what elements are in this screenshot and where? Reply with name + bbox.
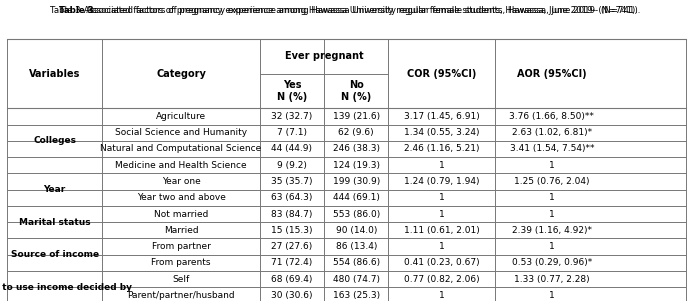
Text: Yes: Yes: [283, 80, 301, 90]
Text: 246 (38.3): 246 (38.3): [332, 144, 380, 154]
Text: 30 (30.6): 30 (30.6): [271, 291, 313, 300]
Text: 1.25 (0.76, 2.04): 1.25 (0.76, 2.04): [514, 177, 589, 186]
Text: Parent/partner/husband: Parent/partner/husband: [127, 291, 235, 300]
Text: 1: 1: [439, 193, 445, 202]
Text: AOR (95%CI): AOR (95%CI): [517, 69, 587, 79]
Text: 163 (25.3): 163 (25.3): [332, 291, 380, 300]
Text: 2.46 (1.16, 5.21): 2.46 (1.16, 5.21): [404, 144, 480, 154]
Text: Natural and Computational Science: Natural and Computational Science: [100, 144, 262, 154]
Text: 139 (21.6): 139 (21.6): [332, 112, 380, 121]
Text: Table 3:: Table 3:: [59, 6, 97, 15]
Text: 1: 1: [549, 291, 555, 300]
Text: 0.41 (0.23, 0.67): 0.41 (0.23, 0.67): [404, 258, 480, 267]
Text: No: No: [349, 80, 363, 90]
Text: Year two and above: Year two and above: [137, 193, 225, 202]
Text: 7 (7.1): 7 (7.1): [277, 128, 307, 137]
Text: 86 (13.4): 86 (13.4): [336, 242, 377, 251]
Text: 15 (15.3): 15 (15.3): [271, 226, 313, 235]
Text: 2.63 (1.02, 6.81)*: 2.63 (1.02, 6.81)*: [512, 128, 591, 137]
Text: 9 (9.2): 9 (9.2): [277, 161, 307, 170]
Text: Category: Category: [156, 69, 206, 79]
Text: 90 (14.0): 90 (14.0): [336, 226, 377, 235]
Text: 32 (32.7): 32 (32.7): [272, 112, 312, 121]
Text: 68 (69.4): 68 (69.4): [272, 275, 312, 284]
Text: 2.39 (1.16, 4.92)*: 2.39 (1.16, 4.92)*: [512, 226, 591, 235]
Text: 35 (35.7): 35 (35.7): [271, 177, 313, 186]
Text: 124 (19.3): 124 (19.3): [332, 161, 380, 170]
Text: 0.77 (0.82, 2.06): 0.77 (0.82, 2.06): [404, 275, 480, 284]
Text: 480 (74.7): 480 (74.7): [332, 275, 380, 284]
Text: 3.76 (1.66, 8.50)**: 3.76 (1.66, 8.50)**: [509, 112, 594, 121]
Text: Ever pregnant: Ever pregnant: [285, 51, 363, 61]
Text: From parents: From parents: [151, 258, 211, 267]
Text: Self: Self: [173, 275, 189, 284]
Text: 444 (69.1): 444 (69.1): [333, 193, 379, 202]
Text: Year: Year: [44, 185, 66, 194]
Text: 554 (86.6): 554 (86.6): [332, 258, 380, 267]
Text: 1: 1: [549, 193, 555, 202]
Text: 83 (84.7): 83 (84.7): [272, 209, 312, 219]
Text: 1: 1: [549, 242, 555, 251]
Text: Year one: Year one: [162, 177, 200, 186]
Text: 1: 1: [439, 242, 445, 251]
Text: 0.53 (0.29, 0.96)*: 0.53 (0.29, 0.96)*: [511, 258, 592, 267]
Text: 44 (44.9): 44 (44.9): [272, 144, 312, 154]
Text: Associated factors of pregnancy experience among Hawassa University regular fema: Associated factors of pregnancy experien…: [59, 6, 638, 15]
Text: Agriculture: Agriculture: [156, 112, 206, 121]
Text: 1.11 (0.61, 2.01): 1.11 (0.61, 2.01): [404, 226, 480, 235]
Text: Colleges: Colleges: [33, 136, 76, 145]
Text: 63 (64.3): 63 (64.3): [272, 193, 312, 202]
Text: Social Science and Humanity: Social Science and Humanity: [115, 128, 247, 137]
Text: Table 3: Associated factors of pregnancy experience among Hawassa University reg: Table 3: Associated factors of pregnancy…: [50, 6, 641, 15]
Text: 1: 1: [549, 209, 555, 219]
Text: 1: 1: [439, 291, 445, 300]
Text: From partner: From partner: [151, 242, 211, 251]
Text: COR (95%CI): COR (95%CI): [407, 69, 477, 79]
Text: 3.41 (1.54, 7.54)**: 3.41 (1.54, 7.54)**: [509, 144, 594, 154]
Text: 1: 1: [549, 161, 555, 170]
Text: 71 (72.4): 71 (72.4): [272, 258, 312, 267]
Text: 3.17 (1.45, 6.91): 3.17 (1.45, 6.91): [404, 112, 480, 121]
Text: N (%): N (%): [277, 92, 307, 102]
Text: 62 (9.6): 62 (9.6): [339, 128, 374, 137]
Text: N (%): N (%): [341, 92, 371, 102]
Text: 199 (30.9): 199 (30.9): [332, 177, 380, 186]
Text: Married: Married: [164, 226, 198, 235]
Text: Medicine and Health Science: Medicine and Health Science: [115, 161, 247, 170]
Text: Not married: Not married: [154, 209, 208, 219]
Text: 1.24 (0.79, 1.94): 1.24 (0.79, 1.94): [404, 177, 480, 186]
Text: How to use income decided by: How to use income decided by: [0, 283, 132, 292]
Text: 1.34 (0.55, 3.24): 1.34 (0.55, 3.24): [404, 128, 480, 137]
Text: 1: 1: [439, 161, 445, 170]
Text: Source of income: Source of income: [10, 250, 99, 259]
Text: 1: 1: [439, 209, 445, 219]
Text: Marital status: Marital status: [19, 218, 91, 227]
Text: 27 (27.6): 27 (27.6): [272, 242, 312, 251]
Text: Variables: Variables: [29, 69, 80, 79]
Text: 1.33 (0.77, 2.28): 1.33 (0.77, 2.28): [514, 275, 589, 284]
Text: 553 (86.0): 553 (86.0): [332, 209, 380, 219]
